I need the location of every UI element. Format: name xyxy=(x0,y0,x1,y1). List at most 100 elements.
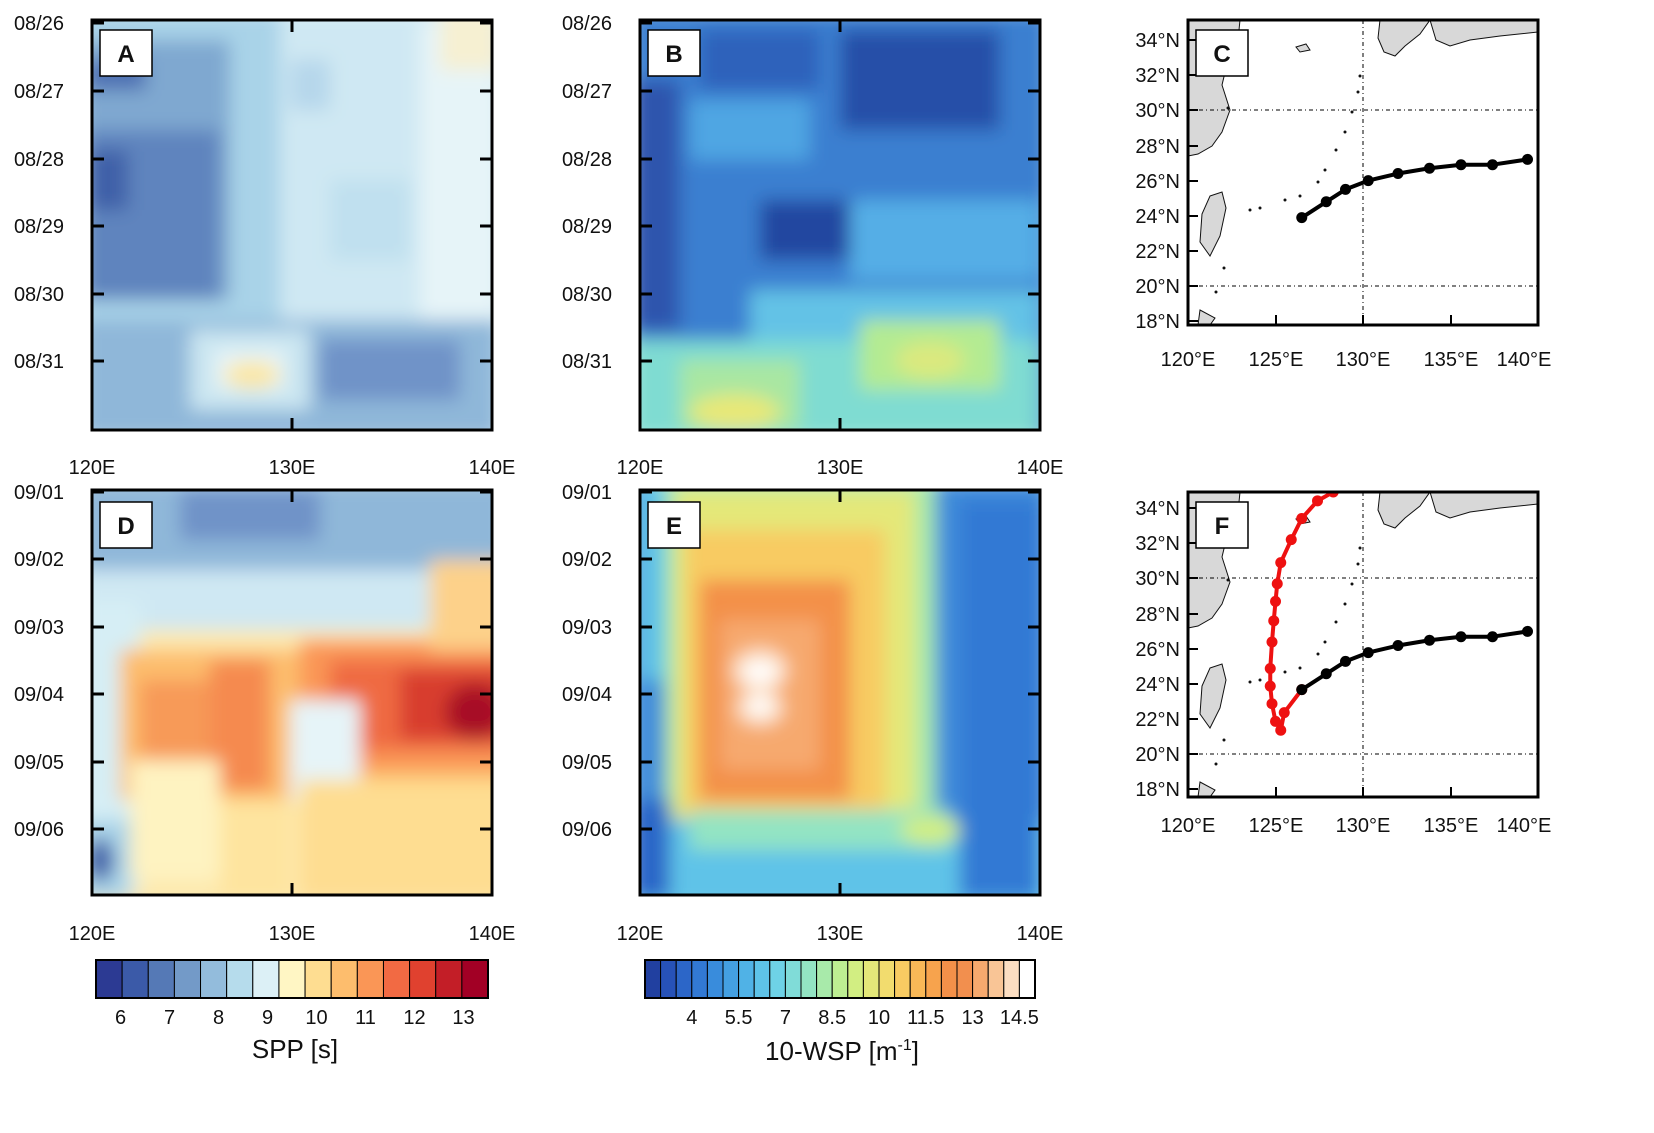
panel-e-letter: E xyxy=(666,513,682,540)
wsp-colorbar-swatch xyxy=(847,959,864,999)
wsp-colorbar-swatch xyxy=(894,959,911,999)
wsp-colorbar-frame xyxy=(644,959,1036,999)
panel-e-y-label-5: 09/06 xyxy=(562,819,612,841)
track2-point xyxy=(1268,615,1280,627)
panel-a-x-label-0: 120E xyxy=(69,457,116,479)
panel-c-lat-22: 22°N xyxy=(1135,241,1180,263)
panel-d-letter: D xyxy=(117,513,134,540)
spp-colorbar-tick-label: 11 xyxy=(355,1007,376,1029)
panel-b-y-label-5: 08/31 xyxy=(562,351,612,373)
panel-d-x-label-1: 130E xyxy=(269,923,316,945)
panel-e-y-label-3: 09/04 xyxy=(562,684,612,706)
wsp-colorbar-tick-label: 5.5 xyxy=(725,1007,753,1029)
panel-b: 08/26 08/27 08/28 08/29 08/30 08/31 120E… xyxy=(562,13,1063,479)
panel-b-badge xyxy=(647,29,701,77)
panel-f-lon-140: 140°E xyxy=(1497,815,1552,837)
panel-f-badge xyxy=(1195,501,1249,549)
panel-c-lon-125: 125°E xyxy=(1249,349,1304,371)
panel-c-lon-120: 120°E xyxy=(1161,349,1216,371)
panel-f-lat-18: 18°N xyxy=(1135,779,1180,801)
wsp-colorbar-swatch xyxy=(753,959,771,999)
panel-e-x-label-1: 130E xyxy=(817,923,864,945)
wsp-colorbar-swatch xyxy=(878,959,896,999)
track1-point xyxy=(1455,159,1467,171)
track2-point xyxy=(1296,512,1308,524)
wsp-colorbar-swatch xyxy=(660,959,677,999)
panel-a-field xyxy=(92,20,492,430)
panel-d-y-label-5: 09/06 xyxy=(14,819,64,841)
spp-colorbar-swatch xyxy=(226,959,254,999)
panel-a-badge xyxy=(99,29,153,77)
wsp-colorbar-swatch xyxy=(987,959,1005,999)
track1-point xyxy=(1424,162,1435,174)
panel-f-lon-130: 130°E xyxy=(1336,815,1391,837)
panel-f-lat-20: 20°N xyxy=(1135,744,1180,766)
panel-a-y-label-5: 08/31 xyxy=(14,351,64,373)
spp-colorbar-frame xyxy=(95,959,489,999)
panel-d-y-label-2: 09/03 xyxy=(14,617,64,639)
spp-colorbar-swatch xyxy=(121,959,149,999)
wsp-colorbar-swatch xyxy=(909,959,927,999)
spp-colorbar-swatch xyxy=(304,959,332,999)
panel-d-field xyxy=(92,490,492,895)
panel-a-letter: A xyxy=(117,41,134,68)
track2-point xyxy=(1285,534,1297,546)
track1-point xyxy=(1296,684,1308,696)
wsp-colorbar-swatch xyxy=(940,959,958,999)
panel-e-y-label-4: 09/05 xyxy=(562,752,612,774)
panel-f: 34°N 32°N 30°N 28°N 26°N 24°N 22°N 20°N … xyxy=(1135,490,1552,837)
panel-c-lat-24: 24°N xyxy=(1135,206,1180,228)
wsp-colorbar-swatch xyxy=(925,959,942,999)
track1-point xyxy=(1340,183,1351,195)
panel-f-lat-22: 22°N xyxy=(1135,709,1180,731)
track1-point xyxy=(1455,631,1467,643)
panel-c-lat-26: 26°N xyxy=(1135,171,1180,193)
track2-point xyxy=(1264,662,1276,674)
panel-f-lat-28: 28°N xyxy=(1135,604,1180,626)
track1-point xyxy=(1320,196,1332,208)
panel-d-y-label-4: 09/05 xyxy=(14,752,64,774)
panel-b-x-label-1: 130E xyxy=(817,457,864,479)
spp-colorbar-swatch xyxy=(200,959,228,999)
panel-c-lon-130: 130°E xyxy=(1336,349,1391,371)
panel-a-y-ticks xyxy=(92,20,492,430)
panel-e-badge xyxy=(647,501,701,549)
track1-point xyxy=(1340,655,1351,667)
panel-f-lon-135: 135°E xyxy=(1424,815,1479,837)
spp-colorbar-swatch xyxy=(252,959,280,999)
panel-b-y-label-0: 08/26 xyxy=(562,13,612,35)
wsp-colorbar-tick-label: 11.5 xyxy=(907,1007,944,1029)
panel-e-y-label-2: 09/03 xyxy=(562,617,612,639)
panel-e: 09/01 09/02 09/03 09/04 09/05 09/06 120E… xyxy=(562,482,1063,945)
panel-b-y-label-4: 08/30 xyxy=(562,284,612,306)
wsp-colorbar-swatch xyxy=(784,959,802,999)
wsp-colorbar-swatch xyxy=(862,959,880,999)
wsp-colorbar-swatch xyxy=(691,959,708,999)
wsp-colorbar-swatch xyxy=(722,959,740,999)
spp-colorbar-swatch xyxy=(461,959,489,999)
panel-d-y-label-0: 09/01 xyxy=(14,482,64,504)
wsp-colorbar-swatch xyxy=(1018,959,1036,999)
wsp-colorbar-swatch xyxy=(769,959,786,999)
wsp-colorbar-swatch xyxy=(644,959,662,999)
panel-c-lat-30: 30°N xyxy=(1135,100,1180,122)
spp-colorbar-swatch xyxy=(278,959,306,999)
panel-c-lon-135: 135°E xyxy=(1424,349,1479,371)
track2-point xyxy=(1270,595,1281,607)
panel-a-y-label-2: 08/28 xyxy=(14,149,64,171)
spp-colorbar-tick-label: 10 xyxy=(305,1007,327,1029)
track2-point xyxy=(1264,680,1276,692)
wsp-colorbar-swatch xyxy=(831,959,849,999)
spp-colorbar-swatch xyxy=(435,959,463,999)
wsp-colorbar-title-sup: -1 xyxy=(897,1037,911,1054)
panel-a-x-label-2: 140E xyxy=(469,457,516,479)
wsp-colorbar-tick-label: 14.5 xyxy=(1000,1007,1039,1029)
panel-f-letter: F xyxy=(1215,513,1230,540)
wsp-colorbar-swatch xyxy=(800,959,818,999)
spp-colorbar-swatch xyxy=(95,959,123,999)
panel-d-x-label-2: 140E xyxy=(469,923,516,945)
track1-point xyxy=(1487,631,1498,643)
panel-c: 34°N 32°N 30°N 28°N 26°N 24°N 22°N 20°N … xyxy=(1135,18,1551,371)
panel-b-y-ticks xyxy=(640,20,1040,430)
